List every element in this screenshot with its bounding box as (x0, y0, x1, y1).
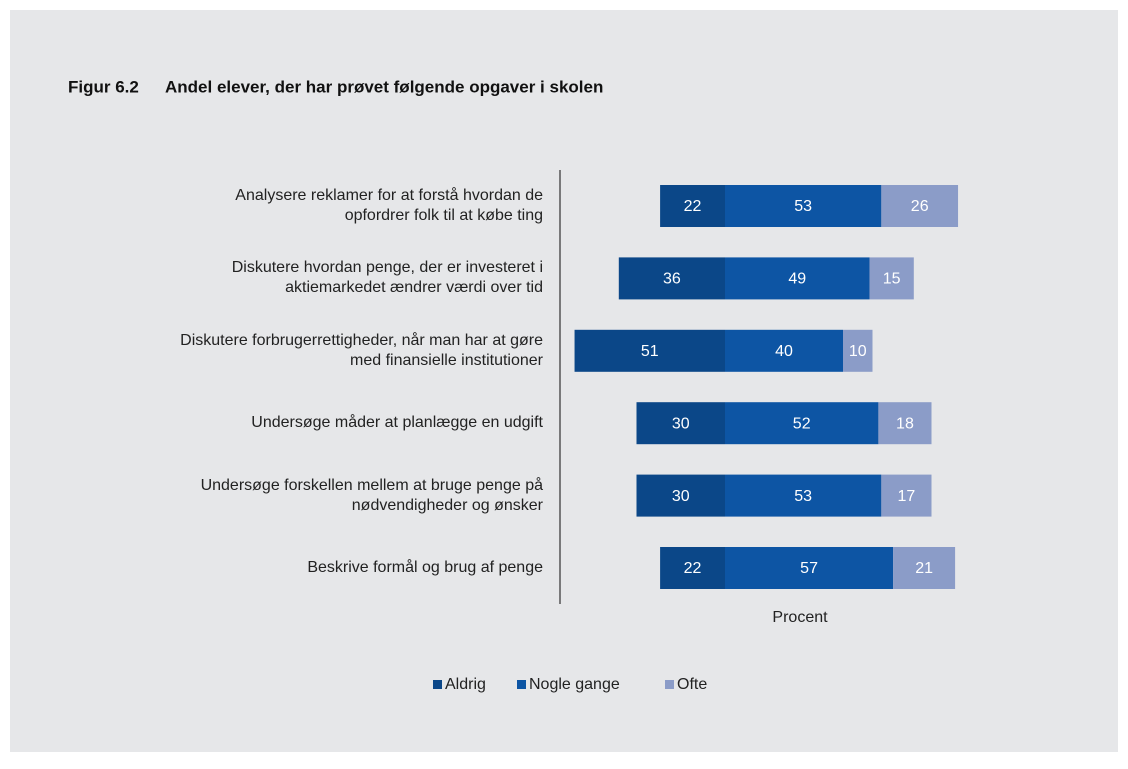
category-label: Analysere reklamer for at forstå hvordan… (235, 187, 543, 224)
x-axis-label: Procent (772, 609, 828, 626)
data-label: 30 (672, 488, 690, 505)
data-label: 22 (684, 560, 702, 577)
data-label: 10 (849, 343, 867, 360)
category-label: Diskutere forbrugerrettigheder, når man … (180, 331, 543, 369)
bar-segment (881, 474, 932, 517)
data-label: 21 (915, 560, 933, 577)
bar-segment (725, 402, 879, 445)
bar-segment (660, 185, 725, 227)
legend-swatch (433, 680, 442, 689)
bar-segment (660, 547, 725, 589)
data-label: 57 (800, 560, 818, 577)
category-label: Undersøge forskellen mellem at bruge pen… (200, 476, 543, 514)
data-label: 22 (684, 198, 702, 215)
bar-segment (725, 257, 870, 300)
bar-segment (618, 257, 725, 300)
data-label: 15 (883, 271, 901, 288)
legend-label: Aldrig (445, 676, 486, 693)
bar-segment (636, 474, 725, 517)
data-label: 36 (663, 271, 681, 288)
bar-segment (636, 402, 725, 445)
bar-segment (725, 329, 843, 372)
legend-label: Nogle gange (529, 676, 620, 693)
panel (10, 10, 1118, 752)
category-label: Undersøge måder at planlægge en udgift (251, 414, 543, 432)
figure-label: Figur 6.2 (68, 77, 139, 96)
chart-title: Andel elever, der har prøvet følgende op… (165, 77, 603, 96)
data-label: 52 (793, 415, 811, 432)
bar-segment (843, 329, 873, 372)
data-label: 17 (898, 488, 916, 505)
data-label: 40 (775, 343, 793, 360)
data-label: 53 (794, 198, 812, 215)
data-label: 51 (641, 343, 659, 360)
bar-segment (893, 547, 956, 589)
bar-segment (869, 257, 914, 300)
category-label: Diskutere hvordan penge, der er invester… (231, 259, 543, 297)
bar-segment (574, 329, 725, 372)
bar-segment (878, 402, 932, 445)
bar-segment (725, 185, 882, 227)
bar-segment (725, 547, 894, 589)
data-label: 18 (896, 415, 914, 432)
legend-swatch (665, 680, 674, 689)
legend-label: Ofte (677, 676, 707, 693)
legend-swatch (517, 680, 526, 689)
bar-segment (881, 185, 959, 227)
data-label: 26 (911, 198, 929, 215)
data-label: 53 (794, 488, 812, 505)
bar-segment (725, 474, 882, 517)
data-label: 30 (672, 415, 690, 432)
data-label: 49 (788, 271, 806, 288)
category-label: Beskrive formål og brug af penge (307, 559, 543, 576)
